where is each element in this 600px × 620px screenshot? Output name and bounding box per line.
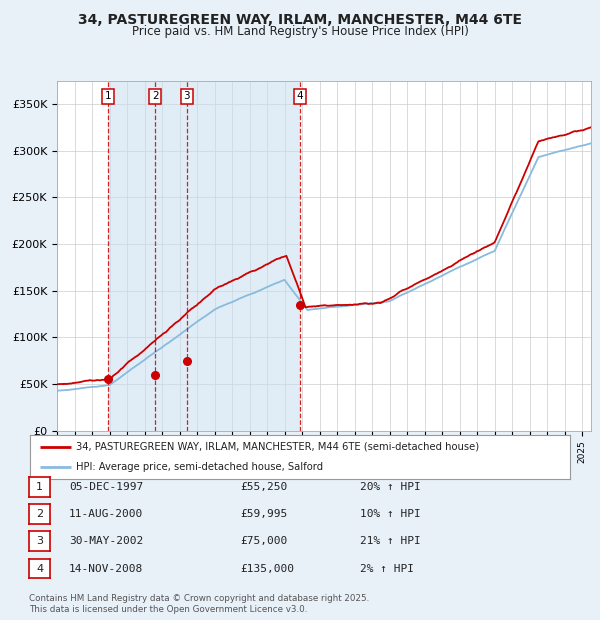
Text: 2: 2 [152,91,158,101]
Text: £135,000: £135,000 [240,564,294,574]
Bar [155,81,300,431]
Text: 10% ↑ HPI: 10% ↑ HPI [360,509,421,519]
Text: 34, PASTUREGREEN WAY, IRLAM, MANCHESTER, M44 6TE: 34, PASTUREGREEN WAY, IRLAM, MANCHESTER,… [78,13,522,27]
Text: HPI: Average price, semi-detached house, Salford: HPI: Average price, semi-detached house,… [76,462,323,472]
Text: 34, PASTUREGREEN WAY, IRLAM, MANCHESTER, M44 6TE (semi-detached house): 34, PASTUREGREEN WAY, IRLAM, MANCHESTER,… [76,442,479,452]
Text: 30-MAY-2002: 30-MAY-2002 [69,536,143,546]
Text: Contains HM Land Registry data © Crown copyright and database right 2025.
This d: Contains HM Land Registry data © Crown c… [29,595,369,614]
Text: 4: 4 [36,564,43,574]
Text: 1: 1 [36,482,43,492]
Text: 2% ↑ HPI: 2% ↑ HPI [360,564,414,574]
Text: 20% ↑ HPI: 20% ↑ HPI [360,482,421,492]
Text: Price paid vs. HM Land Registry's House Price Index (HPI): Price paid vs. HM Land Registry's House … [131,25,469,38]
Text: 11-AUG-2000: 11-AUG-2000 [69,509,143,519]
Text: 4: 4 [296,91,303,101]
Text: 05-DEC-1997: 05-DEC-1997 [69,482,143,492]
Text: 1: 1 [105,91,112,101]
Text: £75,000: £75,000 [240,536,287,546]
Text: £59,995: £59,995 [240,509,287,519]
Text: 14-NOV-2008: 14-NOV-2008 [69,564,143,574]
Text: 2: 2 [36,509,43,519]
Text: 3: 3 [184,91,190,101]
Text: 21% ↑ HPI: 21% ↑ HPI [360,536,421,546]
Text: 3: 3 [36,536,43,546]
Bar [108,81,155,431]
Text: £55,250: £55,250 [240,482,287,492]
